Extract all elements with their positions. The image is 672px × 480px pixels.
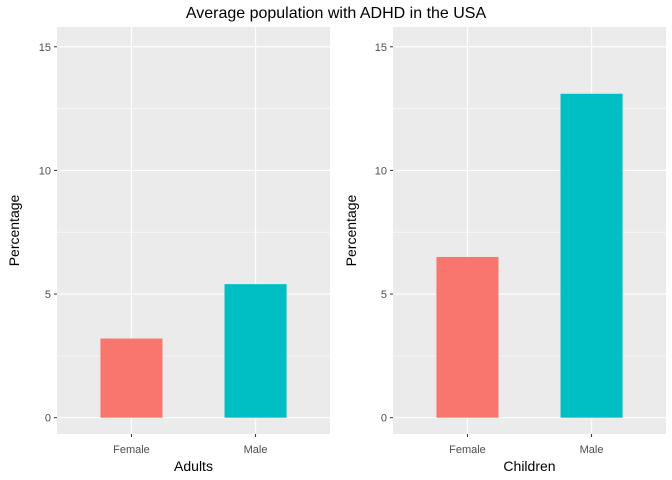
y-axis-title: Percentage [343,194,359,266]
x-axis-title: Children [503,458,555,474]
x-axis-ticks: Female Male [113,434,267,456]
bars [436,93,623,418]
panel-adults: 0 5 10 15 Female Male Adults Percentage [6,27,330,474]
y-axis-title: Percentage [6,194,22,266]
y-tick-label: 15 [39,42,51,54]
y-tick-label: 5 [381,289,387,301]
bar-male [224,284,287,418]
y-tick-label: 10 [39,165,51,177]
panel-children: 0 5 10 15 Female Male Children Percentage [343,27,666,474]
y-tick-label: 5 [45,289,51,301]
x-axis-ticks: Female Male [449,434,603,456]
bar-female [100,338,163,418]
y-axis-ticks: 0 5 10 15 [375,42,393,425]
panel-background [57,27,330,434]
x-tick-label: Male [244,444,268,456]
y-axis-ticks: 0 5 10 15 [39,42,57,425]
bar-male [560,93,623,418]
x-axis-title: Adults [174,458,213,474]
chart-title: Average population with ADHD in the USA [186,5,487,22]
y-tick-label: 0 [45,413,51,425]
bars [100,284,287,418]
panel-background [393,27,666,434]
y-tick-label: 10 [375,165,387,177]
y-tick-label: 15 [375,42,387,54]
bar-female [436,256,499,418]
y-tick-label: 0 [381,413,387,425]
x-tick-label: Female [449,444,486,456]
x-tick-label: Female [113,444,150,456]
x-tick-label: Male [580,444,604,456]
